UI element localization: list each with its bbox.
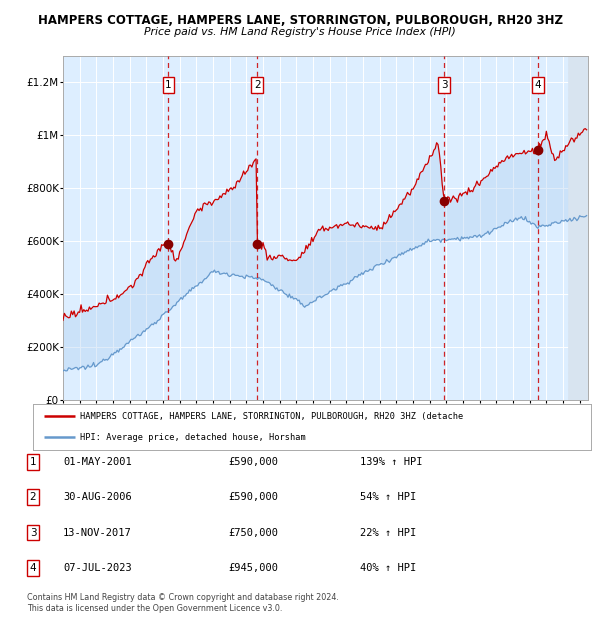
Text: 2: 2 bbox=[254, 80, 260, 90]
Text: 2: 2 bbox=[29, 492, 37, 502]
Text: £590,000: £590,000 bbox=[228, 492, 278, 502]
Text: HAMPERS COTTAGE, HAMPERS LANE, STORRINGTON, PULBOROUGH, RH20 3HZ: HAMPERS COTTAGE, HAMPERS LANE, STORRINGT… bbox=[37, 14, 563, 27]
Text: £590,000: £590,000 bbox=[228, 457, 278, 467]
Text: Price paid vs. HM Land Registry's House Price Index (HPI): Price paid vs. HM Land Registry's House … bbox=[144, 27, 456, 37]
Text: 07-JUL-2023: 07-JUL-2023 bbox=[63, 563, 132, 573]
Text: 30-AUG-2006: 30-AUG-2006 bbox=[63, 492, 132, 502]
Text: 1: 1 bbox=[29, 457, 37, 467]
Text: Contains HM Land Registry data © Crown copyright and database right 2024.
This d: Contains HM Land Registry data © Crown c… bbox=[27, 593, 339, 613]
Text: 3: 3 bbox=[29, 528, 37, 538]
Text: £750,000: £750,000 bbox=[228, 528, 278, 538]
Text: 139% ↑ HPI: 139% ↑ HPI bbox=[360, 457, 422, 467]
Text: 01-MAY-2001: 01-MAY-2001 bbox=[63, 457, 132, 467]
Text: 4: 4 bbox=[535, 80, 541, 90]
Text: £945,000: £945,000 bbox=[228, 563, 278, 573]
Text: 3: 3 bbox=[441, 80, 448, 90]
Text: 13-NOV-2017: 13-NOV-2017 bbox=[63, 528, 132, 538]
Text: 22% ↑ HPI: 22% ↑ HPI bbox=[360, 528, 416, 538]
Text: HAMPERS COTTAGE, HAMPERS LANE, STORRINGTON, PULBOROUGH, RH20 3HZ (detache: HAMPERS COTTAGE, HAMPERS LANE, STORRINGT… bbox=[80, 412, 464, 421]
Text: 4: 4 bbox=[29, 563, 37, 573]
Bar bbox=[568, 56, 588, 400]
Text: 1: 1 bbox=[165, 80, 172, 90]
Text: HPI: Average price, detached house, Horsham: HPI: Average price, detached house, Hors… bbox=[80, 433, 306, 442]
Text: 54% ↑ HPI: 54% ↑ HPI bbox=[360, 492, 416, 502]
Text: 40% ↑ HPI: 40% ↑ HPI bbox=[360, 563, 416, 573]
